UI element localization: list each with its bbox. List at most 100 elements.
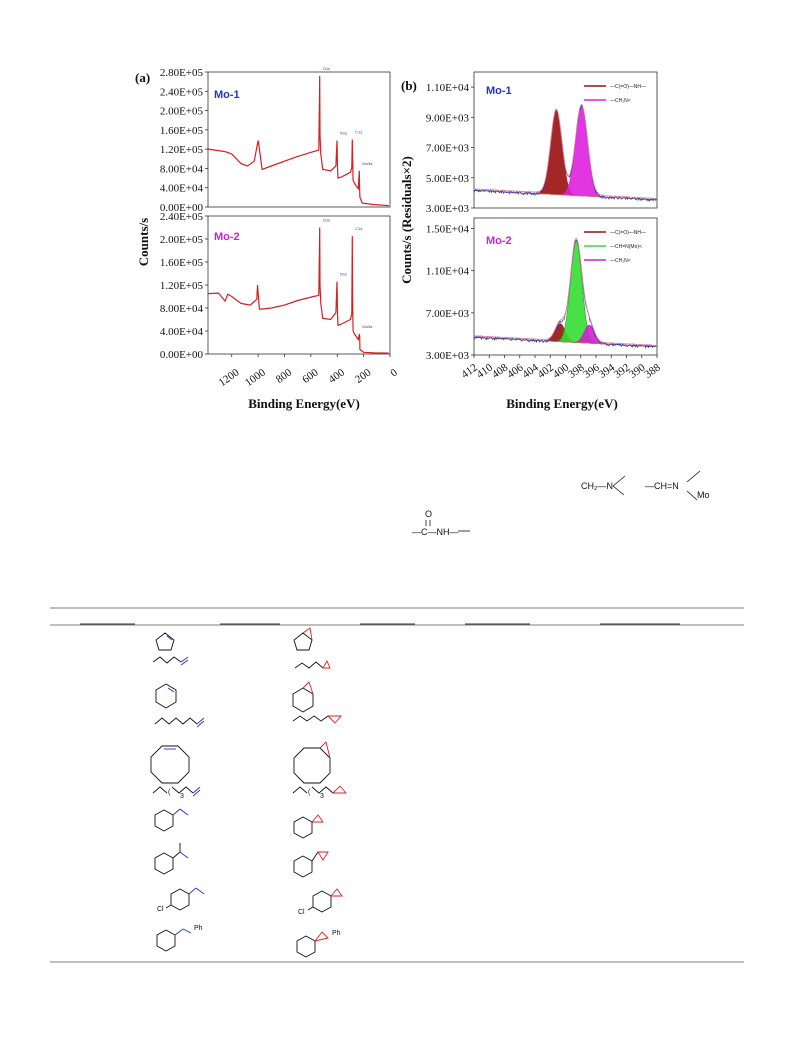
sample-label-a-top: Mo-1 <box>214 89 240 101</box>
chem-ch2n: CH₂—N <box>581 475 626 496</box>
substrate-styrene <box>154 808 189 832</box>
y-tick-label: 3.00E+03 <box>426 203 470 215</box>
y-tick-label: 1.60E+05 <box>160 257 204 269</box>
product-methylstyrene-oxide <box>293 851 329 878</box>
svg-text:Cl: Cl <box>157 906 164 913</box>
substrate-cyclohexene <box>155 683 177 709</box>
svg-text:O: O <box>425 509 432 519</box>
product-cyclooctene-oxide <box>293 741 331 784</box>
survey-spectrum-line <box>207 75 389 207</box>
peak-label: N1s <box>340 272 347 277</box>
legend-label: —CH₂N< <box>610 98 631 104</box>
product-octene-oxide: ( 3 <box>292 785 347 800</box>
frame-a-top <box>207 71 391 208</box>
svg-text:Cl: Cl <box>298 909 305 916</box>
y-tick-label: 8.00E+04 <box>160 163 204 175</box>
legend-label: —C(=O)—NH— <box>610 230 646 236</box>
substrate-cyclooctene <box>150 745 190 784</box>
svg-text:CH₂—N: CH₂—N <box>581 481 613 491</box>
y-tick-label: 7.00E+03 <box>426 308 470 320</box>
product-cyclopentene-oxide <box>293 627 313 651</box>
frame-b-top <box>473 71 658 209</box>
y-tick-label: 1.10E+04 <box>426 266 470 278</box>
x-tick-label: 388 <box>642 361 663 381</box>
y-tick-label: 9.00E+03 <box>426 112 470 124</box>
y-tick-label: 2.40E+05 <box>160 211 204 223</box>
product-pentene-oxide <box>294 659 331 669</box>
y-tick-label: 1.20E+05 <box>160 280 204 292</box>
peak-label: O1s <box>323 218 330 223</box>
y-tick-label: 1.20E+05 <box>160 144 204 156</box>
sample-label-b-bottom: Mo-2 <box>486 235 512 247</box>
sample-label-a-bottom: Mo-2 <box>214 231 240 243</box>
svg-text:3: 3 <box>180 793 184 800</box>
y-tick-label: 2.00E+05 <box>160 234 204 246</box>
x-tick-label: 1000 <box>243 366 268 389</box>
chart-marks: 0.00E+00 4.00E+04 8.00E+04 1.20E+05 1.60E+05… <box>160 66 663 389</box>
x-tick-label: 600 <box>300 366 321 386</box>
peak-label: C1s <box>355 226 362 231</box>
xlabel-b: Binding Energy(eV) <box>506 396 618 411</box>
y-tick-label: 2.80E+05 <box>160 67 204 79</box>
y-tick-label: 5.00E+03 <box>426 173 470 185</box>
y-tick-label: 2.40E+05 <box>160 86 204 98</box>
y-tick-label: 1.50E+04 <box>426 224 470 236</box>
svg-text:Mo: Mo <box>697 490 710 500</box>
product-chlorostyrene-oxide: Cl <box>298 888 343 916</box>
product-cyclohexene-oxide <box>292 681 314 713</box>
chem-amide: O —C—NH— <box>412 509 470 537</box>
y-tick-label: 0.00E+00 <box>160 202 204 214</box>
x-tick-label: 1200 <box>217 366 242 389</box>
peak-label: N1s <box>340 130 347 135</box>
peak-label: C1s <box>355 130 362 135</box>
legend-label: —C(=O)—NH— <box>610 84 646 90</box>
legend-label: —CH=N(Mo)< <box>610 244 642 250</box>
peak-label: Mo3d <box>362 324 372 329</box>
envelope-line <box>474 103 657 199</box>
panel-b-label: (b) <box>401 78 417 93</box>
svg-text:—CH=N: —CH=N <box>645 481 679 491</box>
substrate-1-octene: ( 3 <box>152 786 201 800</box>
svg-text:Ph: Ph <box>332 930 341 937</box>
svg-text:(: ( <box>168 789 171 796</box>
product-hexene-oxide <box>292 715 342 724</box>
svg-text:3: 3 <box>320 793 324 800</box>
y-tick-label: 8.00E+04 <box>160 303 204 315</box>
y-tick-label: 4.00E+04 <box>160 183 204 195</box>
x-tick-label: 800 <box>274 366 295 386</box>
ylabel-a: Counts/s <box>136 218 151 266</box>
svg-text:(: ( <box>308 789 311 796</box>
component-peak <box>474 239 657 347</box>
panel-a-label: (a) <box>135 70 150 85</box>
substrate-stilbene: Ph <box>156 925 203 952</box>
substrate-cyclopentene <box>155 632 175 651</box>
y-tick-label: 3.00E+03 <box>426 350 470 362</box>
product-styrene-oxide <box>293 814 324 839</box>
x-tick-label: 400 <box>327 366 348 386</box>
sample-label-b-top: Mo-1 <box>486 85 512 97</box>
peak-label: O1s <box>323 66 330 71</box>
component-peak <box>473 110 657 201</box>
substrate-1-hexene <box>154 717 205 728</box>
svg-text:—C—NH—: —C—NH— <box>412 527 459 537</box>
y-tick-label: 1.60E+05 <box>160 125 204 137</box>
substrate-alpha-methylstyrene <box>154 843 189 875</box>
survey-spectrum-line <box>207 227 389 354</box>
product-stilbene-oxide: Ph <box>296 930 341 958</box>
ylabel-b: Counts/s (Residuals×2) <box>399 156 414 284</box>
y-tick-label: 0.00E+00 <box>160 349 204 361</box>
chem-chn-mo: —CH=N Mo <box>645 470 710 501</box>
y-tick-label: 2.00E+05 <box>160 106 204 118</box>
legend-label: —CH₂N< <box>610 258 631 264</box>
y-tick-label: 7.00E+03 <box>426 143 470 155</box>
peak-label: Mo3d <box>362 161 372 166</box>
substrate-1-pentene <box>152 656 189 666</box>
y-tick-label: 4.00E+04 <box>160 326 204 338</box>
svg-text:Ph: Ph <box>194 925 203 932</box>
substrate-4-chlorostyrene: Cl <box>157 887 205 913</box>
x-tick-label: 0 <box>388 366 400 379</box>
x-tick-label: 200 <box>353 366 374 386</box>
y-tick-label: 1.10E+04 <box>426 82 470 94</box>
envelope-line <box>473 237 657 346</box>
